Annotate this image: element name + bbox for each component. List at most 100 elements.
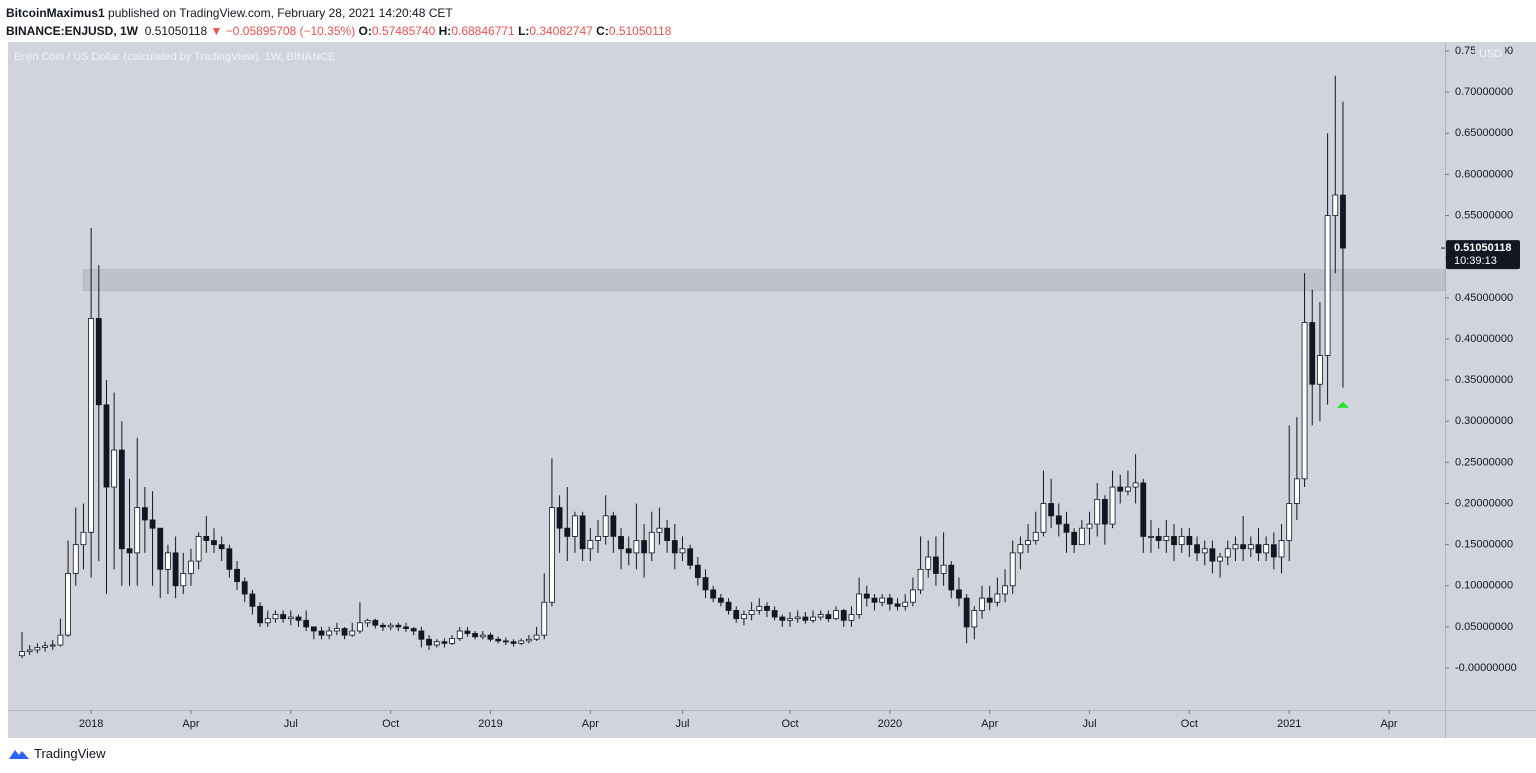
candle-body (42, 645, 48, 648)
candle-body (1040, 503, 1047, 533)
candle-body (633, 540, 640, 554)
candle-body (694, 564, 701, 578)
candle-body (318, 630, 325, 636)
candle-body (1009, 552, 1016, 587)
candle-body (1286, 503, 1293, 541)
candle-body (986, 597, 993, 603)
candle-body (395, 624, 402, 628)
y-tick-label: 0.60000000 (1455, 168, 1513, 180)
countdown: 10:39:13 (1454, 255, 1497, 267)
x-tick-label: 2018 (79, 718, 103, 730)
y-tick-label: 0.20000000 (1455, 497, 1513, 509)
x-tick-label: 2019 (478, 718, 502, 730)
candle-body (518, 640, 525, 644)
candle-body (879, 597, 886, 603)
x-tick-label: 2020 (878, 718, 902, 730)
candle-body (80, 531, 87, 546)
x-tick-label: Apr (582, 718, 599, 730)
h-value: 0.68846771 (451, 24, 515, 38)
x-tick-label: Jul (284, 718, 298, 730)
candle-body (126, 548, 133, 554)
signal-marker (1336, 401, 1349, 408)
candle-body (687, 548, 694, 566)
y-tick-label: -0.00000000 (1455, 662, 1517, 674)
candle-body (894, 603, 901, 607)
candle-body (387, 624, 394, 628)
candle-body (464, 630, 471, 634)
symbol: BINANCE:ENJUSD, 1W (6, 24, 139, 38)
candle-body (141, 507, 148, 521)
candle-body (1194, 544, 1200, 554)
candle-body (1086, 523, 1093, 529)
candle-body (487, 634, 494, 640)
candle-body (1255, 544, 1262, 554)
candle-body (602, 515, 609, 537)
candle-body (188, 560, 194, 574)
y-tick-label: 0.55000000 (1455, 209, 1513, 221)
candle-body (572, 515, 578, 537)
candle-body (1340, 194, 1346, 249)
candle-body (303, 619, 310, 628)
y-tick-label: 0.15000000 (1455, 539, 1513, 551)
plot: -0.00000000 0.05000000 0.10000000 0.1500000… (19, 45, 1520, 730)
candle-body (1055, 515, 1062, 525)
candle-body (34, 647, 41, 651)
candle-body (933, 556, 939, 574)
candle-body (264, 618, 271, 624)
candle-body (710, 589, 717, 599)
candle-body (165, 552, 171, 570)
candle-body (541, 601, 548, 636)
candle-body (1132, 482, 1139, 488)
candle-body (272, 614, 279, 620)
candle-body (310, 626, 317, 632)
candle-body (510, 641, 517, 644)
candle-body (1217, 556, 1223, 562)
candle-body (794, 616, 801, 620)
candle-body (502, 640, 509, 643)
candle-body (1048, 503, 1055, 517)
candle-body (564, 527, 571, 537)
candle-body (994, 593, 1001, 603)
brand-logo (9, 749, 29, 759)
candle-body (1101, 498, 1108, 525)
candle-body (1324, 215, 1331, 356)
h-label: H: (438, 24, 452, 38)
candle-body (1071, 531, 1078, 546)
candle-body (1293, 478, 1300, 504)
y-tick-label: 0.35000000 (1455, 374, 1513, 386)
candle-body (1109, 486, 1116, 525)
candle-body (234, 568, 240, 583)
candle-body (118, 449, 125, 550)
candle-body (456, 630, 463, 639)
candle-body (1232, 544, 1239, 550)
candle-body (725, 601, 732, 611)
candle-body (717, 597, 724, 603)
candle-body (333, 628, 340, 632)
candle-body (341, 628, 348, 636)
candle-body (226, 548, 233, 570)
y-tick-label: 0.45000000 (1455, 292, 1513, 304)
candle-body (180, 573, 187, 587)
candle-body (1332, 194, 1339, 216)
candle-body (26, 649, 33, 652)
candle-body (157, 527, 164, 570)
candle-body (679, 548, 686, 554)
candle-body (1171, 536, 1177, 546)
y-tick-label: 0.05000000 (1455, 621, 1513, 633)
y-unit: USD (1479, 48, 1502, 60)
candle-body (971, 610, 978, 628)
candle-body (479, 634, 486, 638)
candle-body (372, 619, 379, 626)
candle-body (940, 564, 947, 574)
candle-body (134, 507, 141, 554)
author: BitcoinMaximus1 (6, 6, 105, 20)
candle-body (1224, 548, 1231, 558)
candle-body (733, 610, 740, 620)
candle-body (533, 634, 540, 640)
candle-body (664, 527, 671, 541)
o-label: O: (358, 24, 372, 38)
candle-body (1270, 544, 1277, 558)
y-tick-label: 0.65000000 (1455, 127, 1513, 139)
candle-body (641, 540, 647, 554)
chart: -0.00000000 0.05000000 0.10000000 0.1500000… (8, 42, 1536, 738)
